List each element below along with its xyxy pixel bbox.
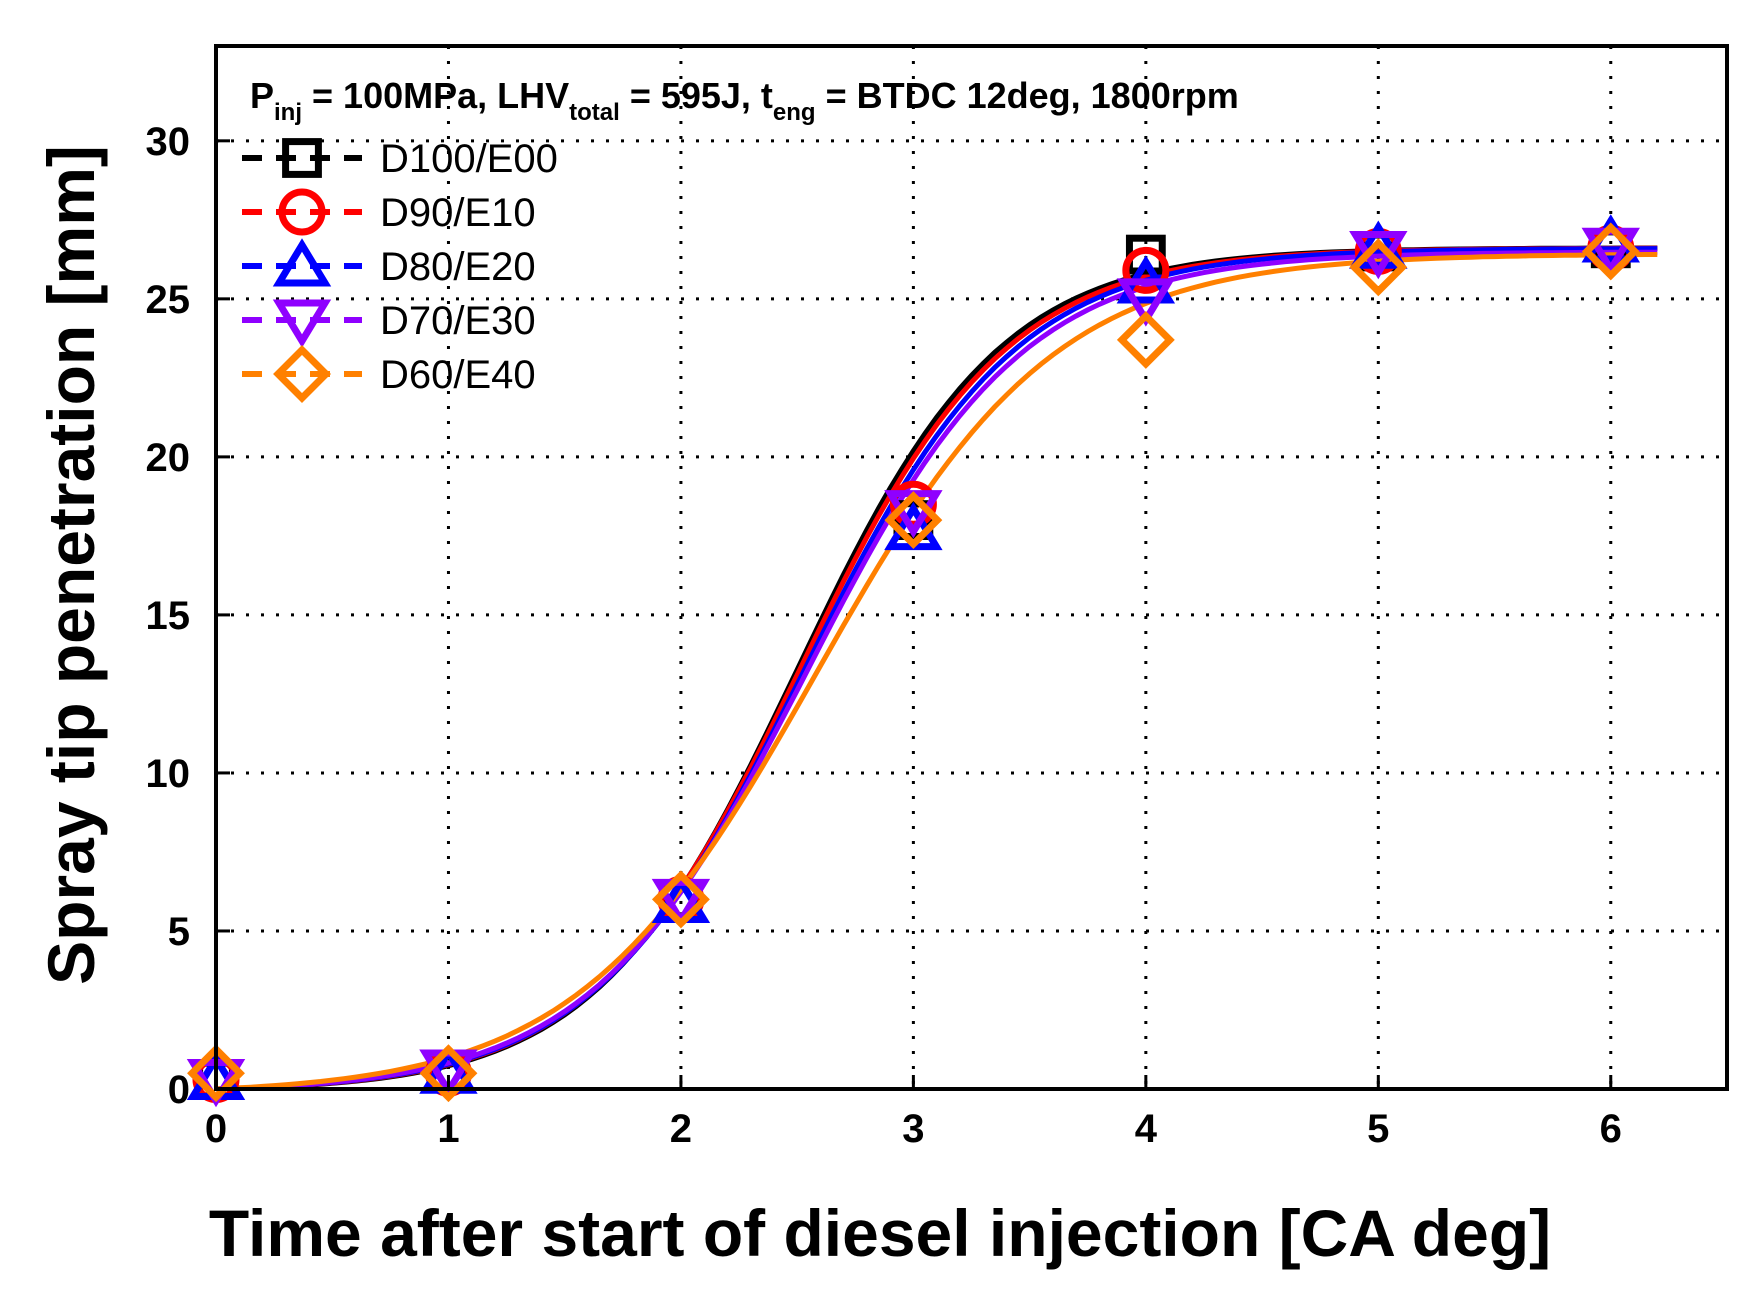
x-tick-label: 3 (902, 1107, 924, 1151)
axis-ticks: 0 1 2 3 4 5 6 0 5 10 15 20 25 30 (146, 120, 1622, 1151)
x-tick-label: 2 (670, 1107, 692, 1151)
y-axis-title: Spray tip penetration [mm] (34, 145, 108, 985)
legend-marker-D80/E20 (272, 238, 332, 287)
legend-marker-D100/E00 (282, 138, 322, 178)
data-point-D80/E20 (1349, 220, 1408, 269)
y-tick-label: 15 (146, 594, 191, 638)
legend-marker-D70/E30 (272, 299, 332, 348)
legend-marker-D60/E40 (273, 345, 331, 403)
legend-label-D70/E30: D70/E30 (380, 299, 536, 343)
x-axis-title: Time after start of diesel injection [CA… (209, 1196, 1551, 1270)
data-point-D60/E40 (419, 1044, 478, 1103)
data-point-D70/E30 (651, 878, 711, 928)
x-tick-label: 1 (437, 1107, 459, 1151)
y-tick-label: 5 (168, 910, 190, 954)
legend-label-D100/E00: D100/E00 (380, 137, 558, 181)
legend-label-D90/E10: D90/E10 (380, 191, 536, 235)
x-tick-label: 5 (1367, 1107, 1389, 1151)
plot-frame (214, 44, 1729, 1091)
y-tick-label: 20 (146, 436, 191, 480)
x-tick-label: 0 (205, 1107, 227, 1151)
data-point-D90/E10 (1122, 246, 1170, 294)
y-tick-label: 10 (146, 752, 191, 796)
y-tick-label: 25 (146, 278, 191, 322)
x-tick-label: 4 (1135, 1107, 1158, 1151)
data-point-D70/E30 (1116, 278, 1176, 327)
data-point-D60/E40 (187, 1044, 245, 1103)
legend-label-D60/E40: D60/E40 (380, 353, 536, 397)
data-point-D60/E40 (1116, 310, 1175, 369)
data-point-D60/E40 (1581, 222, 1640, 281)
legend-label-D80/E20: D80/E20 (380, 245, 536, 289)
legend-marker-D90/E10 (278, 188, 326, 236)
chart-annotation: Pinj = 100MPa, LHVtotal = 595J, teng = B… (250, 75, 1239, 126)
x-tick-label: 6 (1600, 1107, 1622, 1151)
data-point-D60/E40 (651, 870, 710, 929)
y-tick-label: 0 (168, 1068, 190, 1112)
legend: D100/E00 D90/E10 D80/E20 D70/E30 D60/E40 (242, 137, 558, 403)
series-markers (186, 214, 1640, 1108)
data-point-D60/E40 (1349, 238, 1408, 297)
data-point-D60/E40 (884, 491, 943, 550)
y-tick-label: 30 (146, 120, 191, 164)
